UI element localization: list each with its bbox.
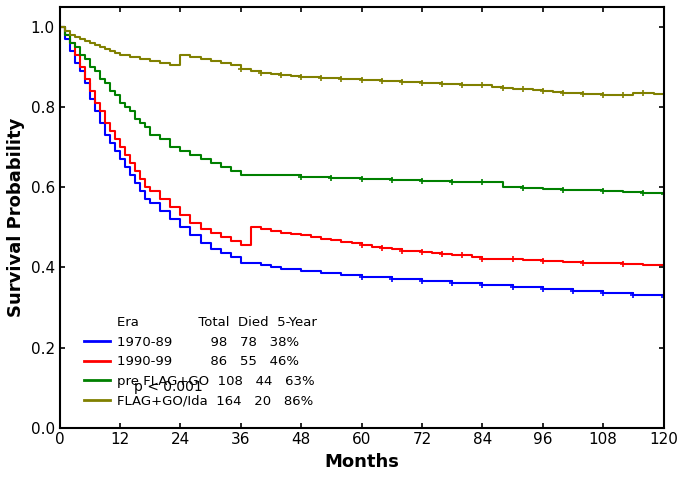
Text: p < 0.001: p < 0.001 [134,380,203,394]
X-axis label: Months: Months [324,453,399,471]
Y-axis label: Survival Probability: Survival Probability [7,118,25,317]
Legend: Era              Total  Died  5-Year, 1970-89         98   78   38%, 1990-99    : Era Total Died 5-Year, 1970-89 98 78 38%… [78,311,322,413]
